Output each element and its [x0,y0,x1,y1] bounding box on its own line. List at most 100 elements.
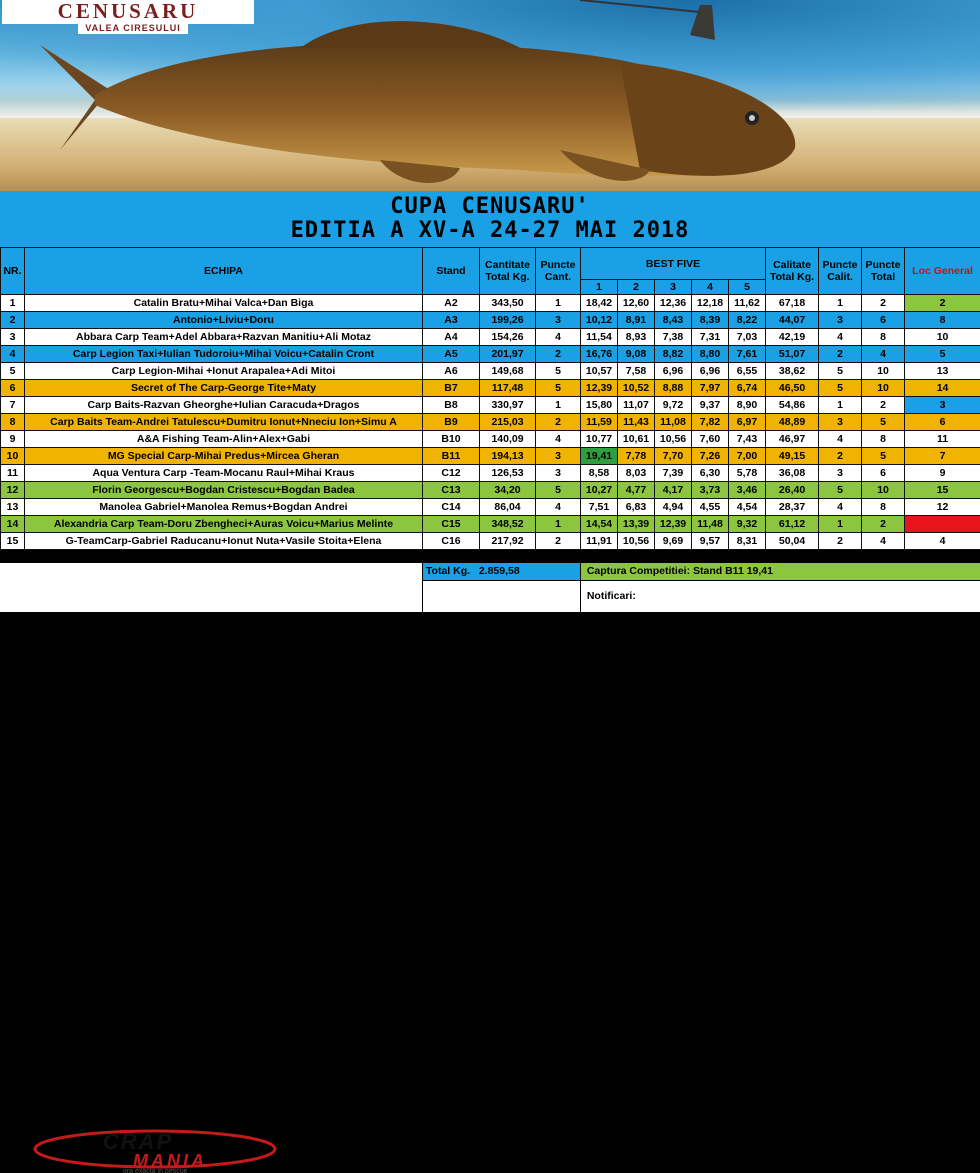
cell-stand: C12 [423,465,480,482]
cell-b2: 8,91 [618,312,655,329]
cell-cal: 51,07 [766,346,819,363]
cell-b3: 10,56 [655,431,692,448]
cell-cal: 54,86 [766,397,819,414]
cell-loc: 8 [905,312,980,329]
cell-b5: 8,31 [729,533,766,550]
cell-qty: 117,48 [480,380,536,397]
cell-pt: 10 [862,363,905,380]
cell-b5: 6,55 [729,363,766,380]
header-points-total: Puncte Total [862,248,905,295]
cell-team: MG Special Carp-Mihai Predus+Mircea Gher… [25,448,423,465]
cell-b2: 9,08 [618,346,655,363]
cell-b3: 11,08 [655,414,692,431]
cell-pc: 1 [819,516,862,533]
cell-cal: 36,08 [766,465,819,482]
cell-pt: 5 [862,414,905,431]
cell-stand: A5 [423,346,480,363]
cell-b1: 10,27 [581,482,618,499]
header-best-4: 4 [692,280,729,295]
cell-pc: 4 [819,329,862,346]
cell-pq: 1 [536,516,581,533]
cell-pc: 1 [819,397,862,414]
cell-b4: 3,73 [692,482,729,499]
cell-b4: 6,96 [692,363,729,380]
cell-stand: C15 [423,516,480,533]
cell-b5: 8,22 [729,312,766,329]
cell-pq: 2 [536,533,581,550]
cenusaru-logo: CENUSARU [2,0,254,24]
cell-pt: 2 [862,295,905,312]
header-best-five: BEST FIVE [581,248,766,280]
cell-b5: 7,43 [729,431,766,448]
cell-nr: 3 [1,329,25,346]
cell-pt: 2 [862,397,905,414]
cell-b2: 11,43 [618,414,655,431]
cell-loc: 12 [905,499,980,516]
cell-cal: 28,37 [766,499,819,516]
cell-b1: 10,77 [581,431,618,448]
cell-b3: 8,88 [655,380,692,397]
cell-b1: 10,12 [581,312,618,329]
cell-pt: 8 [862,329,905,346]
cell-team: Carp Legion Taxi+Iulian Tudoroiu+Mihai V… [25,346,423,363]
cell-pc: 1 [819,295,862,312]
cell-b2: 13,39 [618,516,655,533]
cell-cal: 44,07 [766,312,819,329]
cell-pq: 3 [536,448,581,465]
cell-b1: 10,57 [581,363,618,380]
cell-qty: 149,68 [480,363,536,380]
cell-b3: 7,39 [655,465,692,482]
cell-b4: 7,82 [692,414,729,431]
cell-stand: A4 [423,329,480,346]
cell-b5: 7,61 [729,346,766,363]
cell-b3: 9,69 [655,533,692,550]
notes-label: Notificari: [587,590,636,602]
cell-loc: 3 [905,397,980,414]
cell-team: Antonio+Liviu+Doru [25,312,423,329]
header-quality: Calitate Total Kg. [766,248,819,295]
cell-b5: 7,03 [729,329,766,346]
header-stand: Stand [423,248,480,295]
cell-b4: 11,48 [692,516,729,533]
header-best-2: 2 [618,280,655,295]
cell-b4: 8,80 [692,346,729,363]
cell-pq: 4 [536,431,581,448]
crap-mania-logo-art: CRAP MANIA ora exacta in pescuit [20,1129,290,1173]
cell-stand: B9 [423,414,480,431]
cell-b5: 6,97 [729,414,766,431]
cell-b2: 11,07 [618,397,655,414]
cell-cal: 67,18 [766,295,819,312]
cell-cal: 42,19 [766,329,819,346]
cell-b1: 18,42 [581,295,618,312]
cell-team: Carp Baits Team-Andrei Tatulescu+Dumitru… [25,414,423,431]
competition-edition: EDITIA A XV-A 24-27 MAI 2018 [0,218,980,243]
cell-qty: 215,03 [480,414,536,431]
cell-team: Secret of The Carp-George Tite+Maty [25,380,423,397]
cell-pc: 5 [819,380,862,397]
cell-nr: 6 [1,380,25,397]
page: { "banner": {"logo_text": "CENUSARU", "l… [0,0,980,612]
cell-qty: 217,92 [480,533,536,550]
cell-b2: 8,93 [618,329,655,346]
cell-stand: B7 [423,380,480,397]
cell-cal: 46,50 [766,380,819,397]
cell-pt: 4 [862,533,905,550]
cell-cal: 48,89 [766,414,819,431]
cell-b5: 7,00 [729,448,766,465]
cell-pq: 4 [536,499,581,516]
cell-b4: 7,26 [692,448,729,465]
cell-b5: 5,78 [729,465,766,482]
cell-b1: 8,58 [581,465,618,482]
capture-text: Captura Competitiei: Stand B11 19,41 [587,565,773,577]
cell-stand: B8 [423,397,480,414]
cell-qty: 201,97 [480,346,536,363]
